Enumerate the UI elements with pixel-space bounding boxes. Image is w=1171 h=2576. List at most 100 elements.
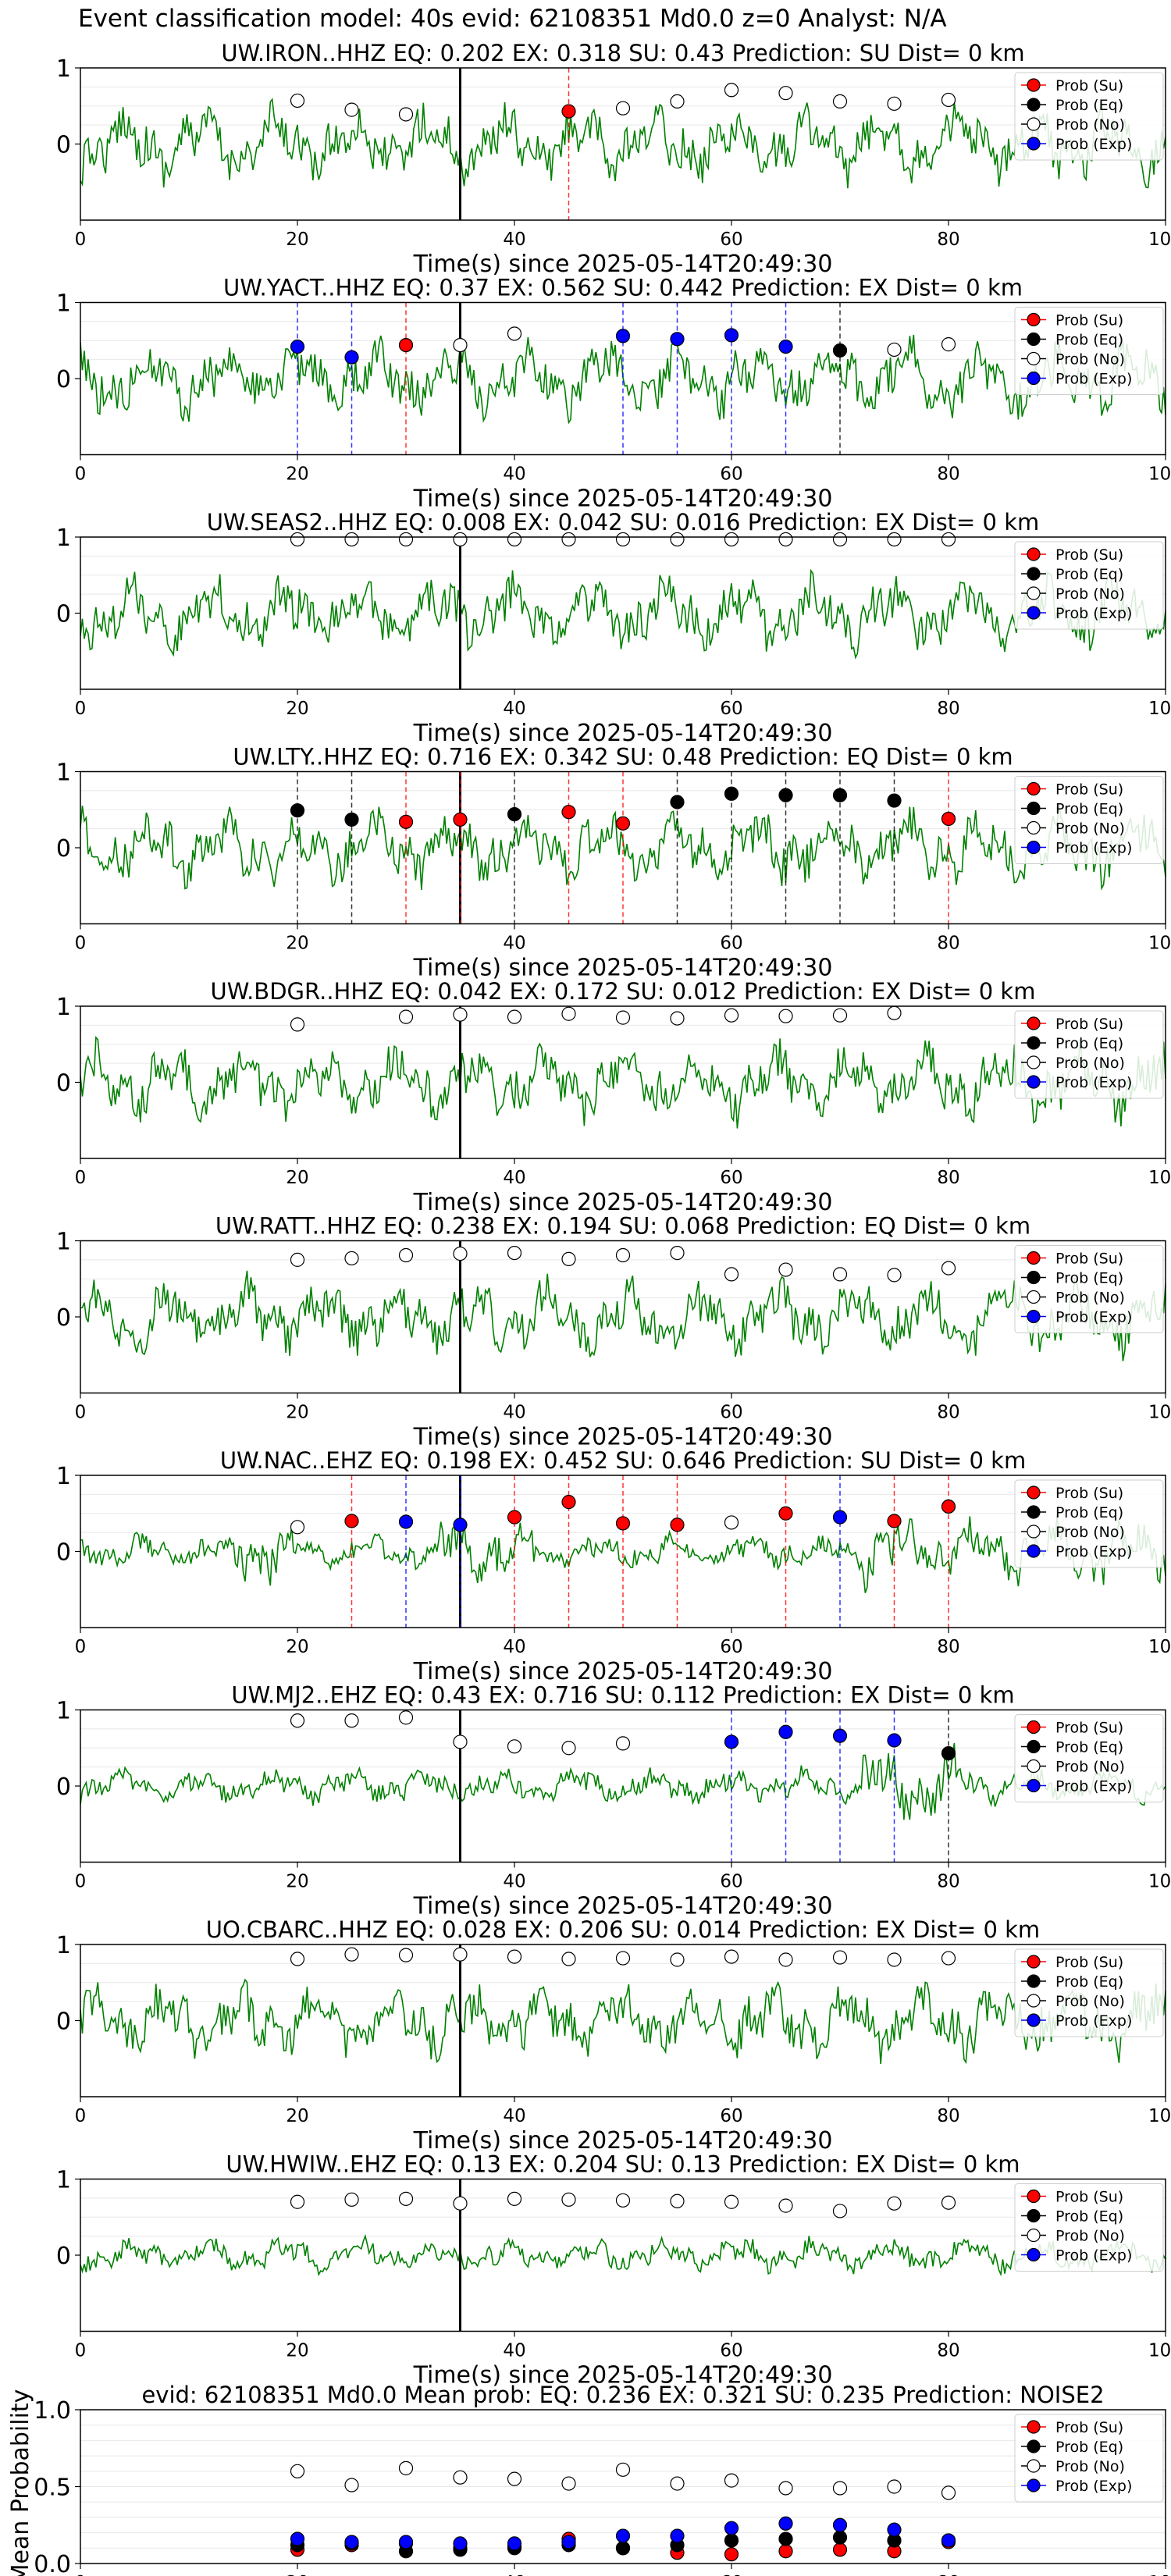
x-tick-label: 80 — [937, 1403, 959, 1423]
legend-marker — [1027, 801, 1041, 816]
x-tick-label: 60 — [720, 1872, 742, 1892]
x-tick-label: 0 — [75, 1872, 87, 1892]
x-tick-label: 40 — [503, 229, 525, 250]
legend-marker — [1027, 1505, 1041, 1519]
prob-point — [724, 1949, 739, 1964]
prob-point — [290, 339, 305, 354]
prob-point — [453, 812, 468, 827]
legend-label: Prob (Eq) — [1055, 1035, 1123, 1052]
x-tick-label: 40 — [503, 464, 525, 485]
legend-label: Prob (Exp) — [1055, 1074, 1132, 1091]
x-tick-label: 60 — [720, 464, 742, 485]
legend-marker — [1027, 1055, 1041, 1069]
legend-box — [1014, 541, 1164, 630]
x-tick-label: 40 — [503, 1403, 525, 1423]
x-tick-label: 100 — [1148, 699, 1171, 719]
prob-point — [344, 1514, 359, 1528]
panel-2: 0 20 40 60 80 100 0 1 UW.YACT..HHZ EQ: 0.37 EX: … — [56, 275, 1171, 513]
legend-label: Prob (Su) — [1055, 77, 1123, 94]
y-tick-label: 0 — [56, 1539, 71, 1567]
legend-marker — [1027, 1016, 1041, 1030]
prob-point — [507, 1949, 522, 1964]
legend-label: Prob (Exp) — [1055, 136, 1132, 153]
legend-label: Prob (Su) — [1055, 2419, 1123, 2436]
legend-label: Prob (No) — [1055, 351, 1125, 368]
prob-point — [561, 2476, 576, 2491]
legend-marker — [1027, 840, 1041, 855]
waveform-trace — [80, 2233, 1166, 2277]
panel-title: UW.HWIW..EHZ EQ: 0.13 EX: 0.204 SU: 0.13… — [226, 2151, 1020, 2178]
legend-marker — [1027, 371, 1041, 386]
prob-point — [724, 2547, 739, 2562]
legend-label: Prob (No) — [1055, 1524, 1125, 1541]
x-axis-label: Time(s) since 2025-05-14T20:49:30 — [413, 2127, 833, 2154]
prob-point — [832, 2542, 848, 2557]
legend-marker — [1027, 2208, 1041, 2223]
legend-marker — [1027, 1739, 1041, 1754]
x-tick-label: 0 — [75, 2341, 87, 2361]
legend-marker — [1027, 1075, 1041, 1089]
legend-label: Prob (No) — [1055, 820, 1125, 838]
prob-point — [615, 2528, 631, 2543]
prob-point — [670, 795, 685, 809]
y-axis-label: Mean Probability — [7, 2389, 34, 2576]
prob-point — [561, 1952, 576, 1966]
prob-point — [724, 1267, 739, 1282]
x-tick-label: 80 — [937, 699, 959, 719]
x-axis-label: Time(s) since 2025-05-14T20:49:30 — [413, 2362, 833, 2389]
y-tick-label: 1 — [56, 760, 71, 787]
legend-marker — [1027, 2459, 1041, 2473]
panel-4: 0 20 40 60 80 100 0 1 UW.LTY..HHZ EQ: 0.716 EX: … — [56, 744, 1171, 982]
prob-point — [778, 1724, 793, 1739]
panel-11: 0 20 40 60 80 100 0.0 0.5 1.0 evid: 62108351 Md0.… — [7, 2382, 1171, 2576]
y-tick-label: 1 — [56, 1229, 71, 1256]
prob-point — [832, 2481, 848, 2496]
prob-point — [832, 788, 848, 802]
legend-marker — [1027, 1778, 1041, 1793]
prob-point — [453, 1517, 468, 1532]
prob-point — [344, 102, 359, 117]
x-tick-label: 100 — [1148, 1168, 1171, 1188]
y-tick-label: 0.5 — [34, 2475, 71, 2502]
legend-marker — [1027, 1994, 1041, 2008]
prob-point — [290, 93, 305, 109]
legend-marker — [1027, 1720, 1041, 1735]
prob-point — [615, 1951, 631, 1966]
prob-point — [507, 2536, 522, 2551]
legend-label: Prob (Eq) — [1055, 566, 1123, 583]
prob-point — [398, 338, 414, 353]
prob-point — [887, 1514, 902, 1528]
prob-point — [778, 2544, 793, 2559]
prob-point — [561, 2535, 576, 2549]
x-tick-label: 20 — [286, 2106, 308, 2126]
x-tick-label: 80 — [937, 2573, 959, 2576]
legend-label: Prob (No) — [1055, 1290, 1125, 1307]
legend-marker — [1027, 2478, 1041, 2492]
prob-point — [887, 793, 902, 808]
legend-label: Prob (Su) — [1055, 312, 1123, 329]
prob-point — [778, 1009, 793, 1023]
legend-label: Prob (Exp) — [1055, 1543, 1132, 1560]
prob-point — [453, 1007, 468, 1022]
prob-point — [724, 786, 739, 801]
prob-point — [561, 2192, 576, 2207]
legend-marker — [1027, 1759, 1041, 1774]
legend-marker — [1027, 1036, 1041, 1050]
prob-point — [290, 532, 305, 547]
prob-point — [507, 326, 522, 341]
prob-point — [670, 2528, 685, 2543]
prob-point — [778, 1262, 793, 1277]
x-tick-label: 0 — [75, 1637, 87, 1657]
prob-point — [941, 1261, 956, 1276]
panel-title: UW.RATT..HHZ EQ: 0.238 EX: 0.194 SU: 0.0… — [215, 1213, 1030, 1240]
legend-label: Prob (No) — [1055, 116, 1125, 133]
waveform-trace — [80, 1742, 1166, 1820]
prob-point — [724, 328, 739, 343]
prob-point — [615, 101, 631, 116]
x-axis-label: Time(s) since 2025-05-14T20:49:30 — [413, 486, 833, 513]
prob-point — [832, 94, 848, 109]
panel-9: 0 20 40 60 80 100 0 1 UO.CBARC..HHZ EQ: 0.028 EX… — [56, 1916, 1171, 2154]
legend-box — [1014, 72, 1164, 161]
prob-point — [398, 2535, 414, 2549]
prob-point — [724, 1735, 739, 1749]
